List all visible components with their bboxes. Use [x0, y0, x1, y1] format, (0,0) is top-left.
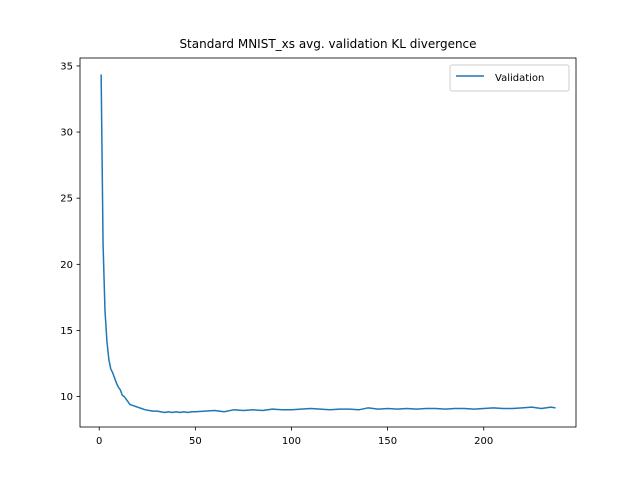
- series-line-validation: [100, 74, 556, 414]
- y-tick-label: 15: [60, 326, 73, 337]
- ticks-layer: 0 50 100 150 200 10 15 20 25 30 35: [60, 61, 493, 447]
- y-tick-label: 10: [60, 392, 73, 403]
- legend-label-validation: Validation: [495, 73, 544, 84]
- y-tick-label: 30: [60, 128, 73, 139]
- y-tick-label: 25: [60, 194, 73, 205]
- x-tick-label: 0: [96, 436, 102, 447]
- x-tick-label: 100: [282, 436, 301, 447]
- y-tick-label: 20: [60, 260, 73, 271]
- legend-box: [449, 64, 570, 92]
- x-tick-label: 200: [474, 436, 493, 447]
- y-tick-label: 35: [60, 61, 73, 72]
- plot-frame: [79, 57, 577, 428]
- legend: Validation: [449, 64, 570, 92]
- x-tick-label: 50: [189, 436, 202, 447]
- plot-area: [80, 58, 576, 427]
- x-tick-label: 150: [378, 436, 397, 447]
- chart-title: Standard MNIST_xs avg. validation KL div…: [179, 37, 476, 51]
